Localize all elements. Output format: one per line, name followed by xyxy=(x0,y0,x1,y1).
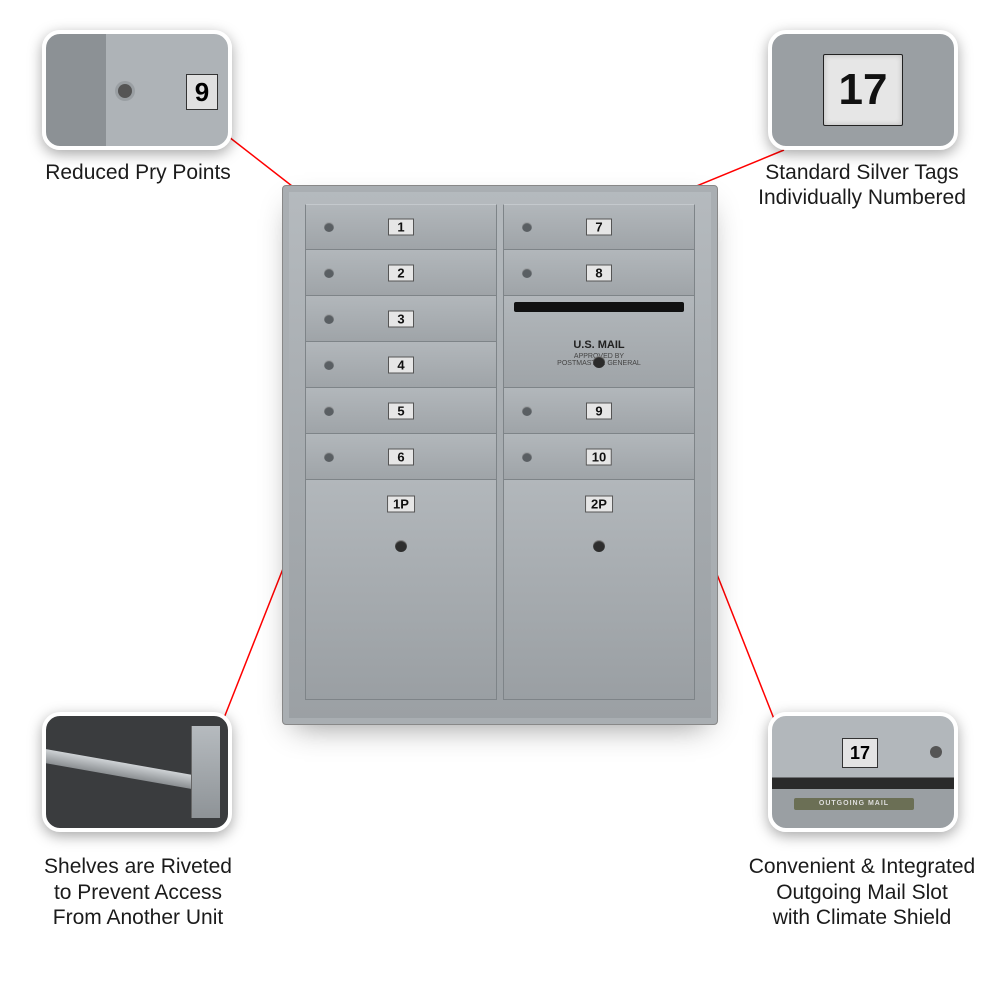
mail-slot: 1 xyxy=(305,204,497,250)
lock-icon xyxy=(522,222,532,232)
outgoing-strip: OUTGOING MAIL xyxy=(794,798,914,810)
detail-panel-outgoing-slot: 17 OUTGOING MAIL xyxy=(768,712,958,832)
lock-icon xyxy=(324,406,334,416)
left-column: 1 2 3 4 5 6 1P xyxy=(305,204,497,706)
caption-line: Shelves are Riveted xyxy=(44,855,232,878)
slot-tag: 8 xyxy=(586,264,612,281)
lock-icon xyxy=(324,360,334,370)
mail-slot: 9 xyxy=(503,388,695,434)
slot-tag: 2 xyxy=(388,264,414,281)
caption-line: From Another Unit xyxy=(53,906,223,929)
caption-pry-points: Reduced Pry Points xyxy=(18,160,258,185)
caption-line: Standard Silver Tags xyxy=(765,161,958,184)
slot-tag: 5 xyxy=(388,402,414,419)
parcel-tag: 2P xyxy=(585,496,613,513)
lock-icon xyxy=(522,268,532,278)
parcel-locker: 1P xyxy=(305,480,497,700)
slot-tag: 9 xyxy=(586,402,612,419)
detail-minitag: 17 xyxy=(842,738,878,768)
lock-icon xyxy=(324,268,334,278)
lock-icon xyxy=(324,314,334,324)
caption-shelves: Shelves are Riveted to Prevent Access Fr… xyxy=(18,854,258,930)
caption-subline: with Climate Shield xyxy=(773,906,952,929)
caption-line: Convenient & Integrated xyxy=(749,855,976,878)
slot-tag: 1 xyxy=(388,219,414,236)
mail-slot: 10 xyxy=(503,434,695,480)
parcel-locker: 2P xyxy=(503,480,695,700)
detail-tag-9: 9 xyxy=(186,74,218,110)
slot-tag: 7 xyxy=(586,219,612,236)
caption-line: Individually Numbered xyxy=(758,186,966,209)
lock-icon xyxy=(593,540,605,552)
mail-slot: 8 xyxy=(503,250,695,296)
outgoing-mail-slot: U.S. MAIL APPROVED BYPOSTMASTER GENERAL xyxy=(503,296,695,388)
mail-slit xyxy=(514,302,684,312)
lock-icon xyxy=(395,540,407,552)
lock-icon xyxy=(522,406,532,416)
slot-tag: 10 xyxy=(586,448,612,465)
lock-icon xyxy=(522,452,532,462)
right-column: 7 8 U.S. MAIL APPROVED BYPOSTMASTER GENE… xyxy=(503,204,695,706)
mail-slot: 6 xyxy=(305,434,497,480)
detail-tag-17: 17 xyxy=(823,54,903,126)
mail-slot: 3 xyxy=(305,296,497,342)
parcel-tag: 1P xyxy=(387,496,415,513)
detail-panel-shelves xyxy=(42,712,232,832)
caption-outgoing-slot: Convenient & Integrated Outgoing Mail Sl… xyxy=(742,854,982,930)
slot-tag: 3 xyxy=(388,310,414,327)
lock-icon xyxy=(593,356,605,368)
caption-line: to Prevent Access xyxy=(54,881,222,904)
detail-panel-silver-tags: 17 xyxy=(768,30,958,150)
mail-slot: 7 xyxy=(503,204,695,250)
caption-silver-tags: Standard Silver Tags Individually Number… xyxy=(742,160,982,210)
detail-panel-pry-points: 9 xyxy=(42,30,232,150)
mail-slot: 2 xyxy=(305,250,497,296)
usmail-text: U.S. MAIL xyxy=(573,339,624,351)
lock-icon xyxy=(324,452,334,462)
mail-slot: 4 xyxy=(305,342,497,388)
slot-tag: 6 xyxy=(388,448,414,465)
mailbox-unit: 1 2 3 4 5 6 1P 7 8 U.S. MAIL APPROVED BY… xyxy=(282,185,718,725)
mail-slot: 5 xyxy=(305,388,497,434)
slot-tag: 4 xyxy=(388,356,414,373)
caption-line: Outgoing Mail Slot xyxy=(776,881,948,904)
lock-icon xyxy=(324,222,334,232)
